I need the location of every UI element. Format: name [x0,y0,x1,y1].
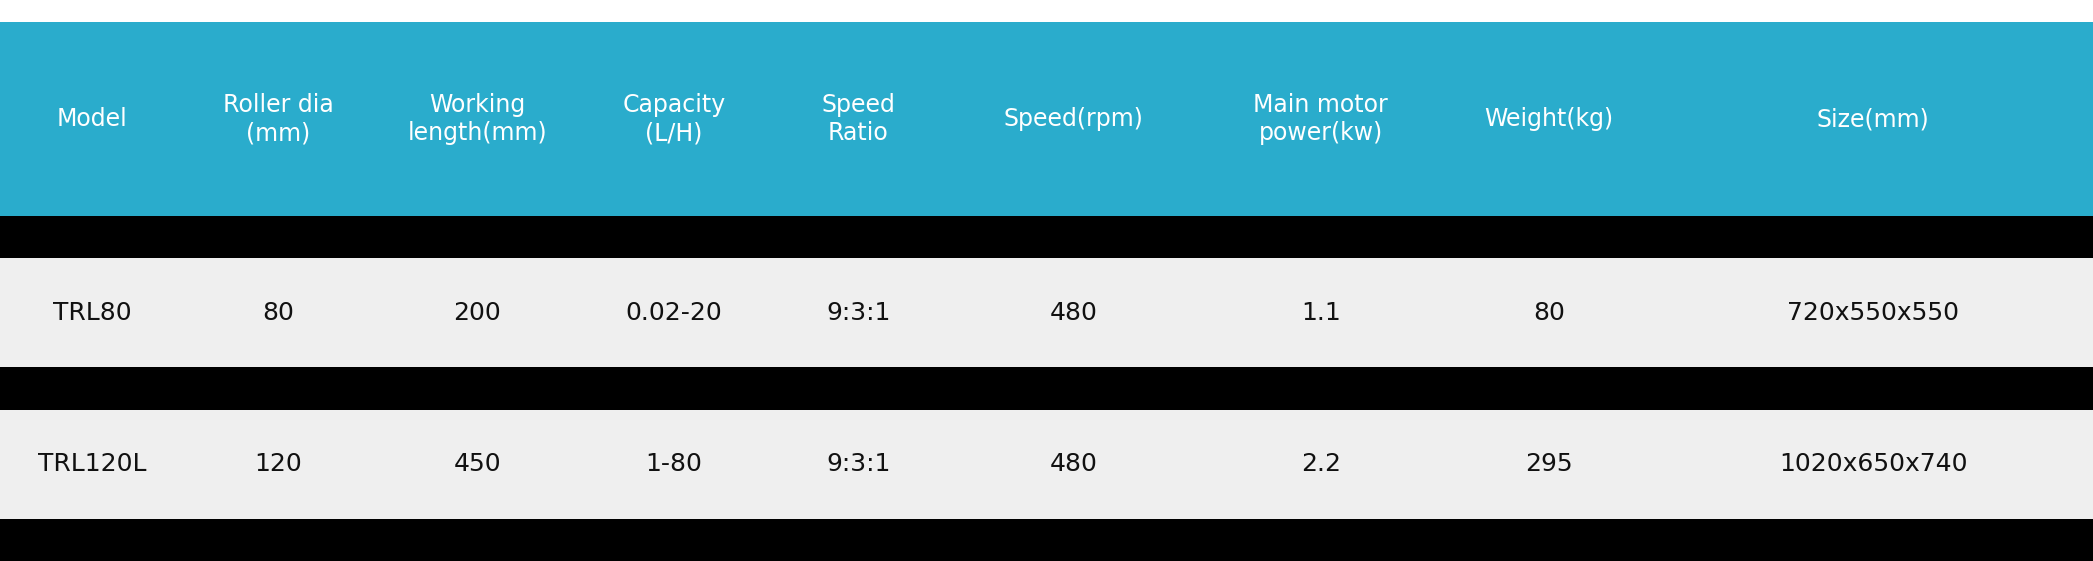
Text: 1.1: 1.1 [1302,301,1340,325]
Text: 1020x650x740: 1020x650x740 [1779,452,1967,476]
Bar [0,258,2093,367]
Text: Model: Model [57,107,128,131]
Text: Main motor
power(kw): Main motor power(kw) [1254,93,1388,145]
Bar [0,367,2093,410]
Text: Weight(kg): Weight(kg) [1484,107,1614,131]
Text: Size(mm): Size(mm) [1817,107,1930,131]
Text: 120: 120 [255,452,301,476]
Text: Speed
Ratio: Speed Ratio [820,93,896,145]
Text: 80: 80 [1532,301,1566,325]
Text: Roller dia
(mm): Roller dia (mm) [224,93,333,145]
Text: 720x550x550: 720x550x550 [1787,301,1959,325]
Text: 80: 80 [262,301,295,325]
Bar [0,0,2093,22]
Text: 2.2: 2.2 [1300,452,1342,476]
Bar [0,410,2093,519]
Text: TRL120L: TRL120L [38,452,147,476]
Bar [0,519,2093,561]
Text: 480: 480 [1051,452,1097,476]
Text: 200: 200 [454,301,500,325]
Text: 450: 450 [454,452,500,476]
Text: 0.02-20: 0.02-20 [626,301,722,325]
Text: 1-80: 1-80 [645,452,703,476]
Text: Capacity
(L/H): Capacity (L/H) [622,93,726,145]
Bar [0,22,2093,216]
Text: 480: 480 [1051,301,1097,325]
Text: 9:3:1: 9:3:1 [827,452,890,476]
Text: 9:3:1: 9:3:1 [827,301,890,325]
Text: 295: 295 [1526,452,1572,476]
Text: Working
length(mm): Working length(mm) [408,93,546,145]
Bar [0,216,2093,258]
Text: Speed(rpm): Speed(rpm) [1005,107,1143,131]
Text: TRL80: TRL80 [52,301,132,325]
